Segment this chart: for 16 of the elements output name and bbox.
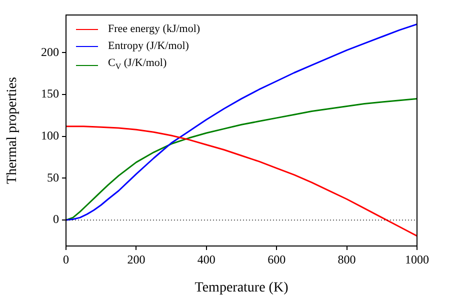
y-tick-label: 100 bbox=[41, 128, 59, 143]
x-tick-label: 400 bbox=[197, 252, 216, 266]
x-tick-label: 1000 bbox=[405, 252, 429, 266]
x-tick-label: 800 bbox=[338, 252, 356, 266]
y-tick-label: 200 bbox=[41, 44, 59, 59]
legend-label: Free energy (kJ/mol) bbox=[108, 22, 200, 37]
legend-label: C$_{V}$ (J/K/mol) bbox=[108, 56, 167, 74]
x-tick-label: 600 bbox=[268, 252, 286, 266]
y-tick-label: 50 bbox=[47, 170, 59, 184]
y-axis-title: Thermal properties bbox=[5, 77, 20, 184]
x-tick-label: 0 bbox=[63, 252, 69, 266]
x-tick-label: 200 bbox=[127, 252, 146, 266]
x-axis-title: Temperature (K) bbox=[194, 280, 289, 296]
legend-label: Entropy (J/K/mol) bbox=[108, 39, 189, 54]
y-tick-label: 0 bbox=[53, 212, 59, 226]
y-tick-label: 150 bbox=[41, 86, 59, 101]
